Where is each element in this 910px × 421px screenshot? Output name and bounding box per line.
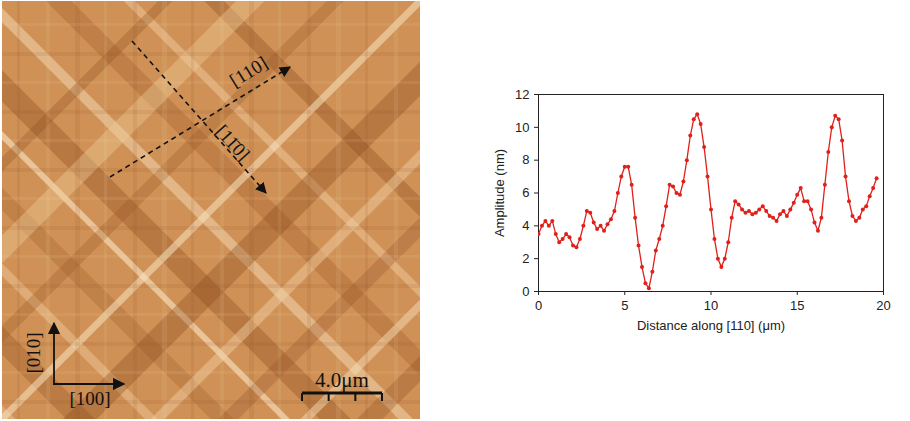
svg-text:15: 15 [790,298,804,313]
svg-text:[010]: [010] [23,332,44,373]
svg-text:20: 20 [876,298,890,313]
svg-text:8: 8 [522,152,529,167]
svg-text:6: 6 [522,185,529,200]
svg-text:[11̄0]: [11̄0] [211,121,254,165]
svg-text:0: 0 [535,298,542,313]
svg-text:10: 10 [704,298,718,313]
svg-text:4: 4 [522,218,529,233]
svg-text:[110]: [110] [226,52,271,91]
svg-text:5: 5 [621,298,628,313]
svg-text:12: 12 [515,87,529,102]
svg-text:0: 0 [522,284,529,299]
svg-text:2: 2 [522,251,529,266]
svg-text:10: 10 [515,119,529,134]
svg-text:Amplitude (nm): Amplitude (nm) [492,149,507,237]
svg-text:4.0μm: 4.0μm [315,368,369,392]
svg-text:[100]: [100] [69,388,110,409]
svg-text:Distance along [110] (μm): Distance along [110] (μm) [637,318,785,333]
